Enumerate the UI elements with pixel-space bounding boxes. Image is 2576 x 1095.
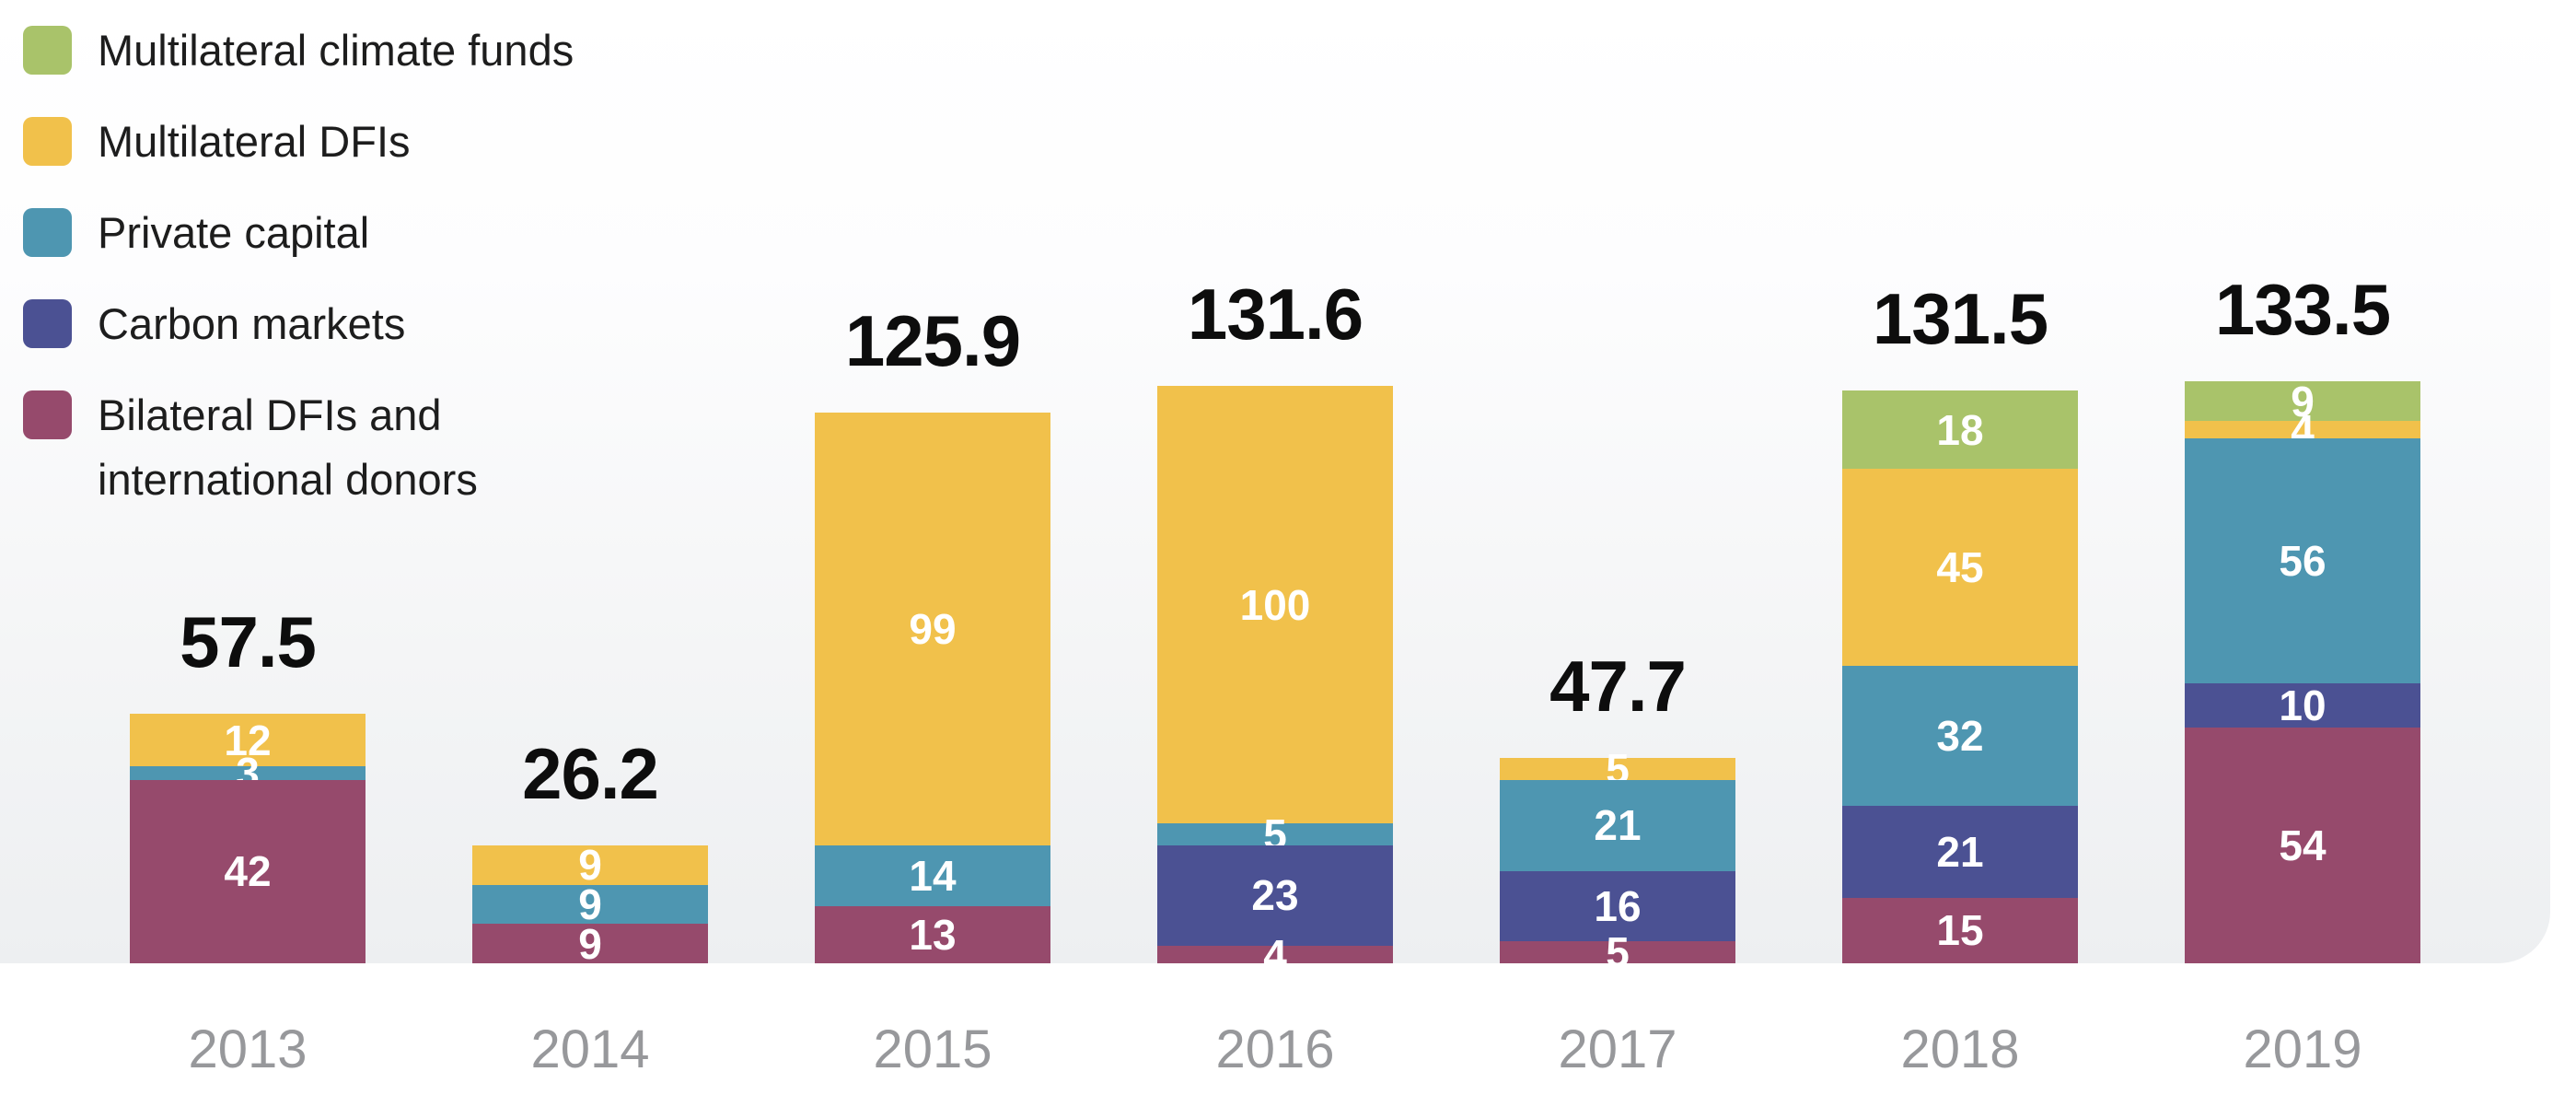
bar-segment-multilateral-dfis-2017: 5 bbox=[1500, 748, 1735, 790]
x-axis-label-2018: 2018 bbox=[1900, 1019, 2020, 1079]
bar-segment-bilateral-dfis-international-donors-2017: 5 bbox=[1500, 931, 1735, 973]
bar-segment-carbon-markets-2016: 23 bbox=[1157, 845, 1393, 946]
bar-segment-multilateral-dfis-2019: 4 bbox=[2185, 409, 2420, 451]
legend-swatch-private-capital bbox=[23, 208, 72, 257]
legend-item-multilateral-dfis: Multilateral DFIs bbox=[23, 110, 574, 174]
legend-swatch-multilateral-dfis bbox=[23, 117, 72, 166]
bar-segment-private-capital-2015: 14 bbox=[815, 845, 1050, 907]
bar-segment-private-capital-2013: 3 bbox=[130, 751, 366, 794]
bar-segment-bilateral-dfis-international-donors-2016: 4 bbox=[1157, 934, 1393, 976]
bar-segment-bilateral-dfis-international-donors-2015: 13 bbox=[815, 906, 1050, 963]
bar-segment-multilateral-climate-funds-2019: 9 bbox=[2185, 380, 2420, 423]
bar-2018: 15 21 32 45 18 bbox=[1842, 390, 2078, 963]
legend-swatch-bilateral-dfis bbox=[23, 390, 72, 439]
bar-2019: 54 10 56 4 9 bbox=[2185, 380, 2420, 963]
legend-label: Carbon markets bbox=[98, 299, 406, 348]
legend-label: Bilateral DFIs and international donors bbox=[98, 390, 478, 504]
bar-segment-bilateral-dfis-international-donors-2014: 9 bbox=[472, 923, 708, 965]
bar-segment-multilateral-dfis-2018: 45 bbox=[1842, 469, 2078, 666]
legend-item-bilateral-dfis: Bilateral DFIs and international donors bbox=[23, 383, 574, 512]
bar-segment-carbon-markets-2018: 21 bbox=[1842, 806, 2078, 898]
bar-segment-multilateral-dfis-2013: 12 bbox=[130, 714, 366, 767]
bar-segment-private-capital-2014: 9 bbox=[472, 883, 708, 926]
x-axis-label-2015: 2015 bbox=[873, 1019, 992, 1079]
bar-segment-multilateral-dfis-2014: 9 bbox=[472, 844, 708, 886]
x-axis-label-2016: 2016 bbox=[1215, 1019, 1335, 1079]
bar-2016: 4 23 5 100 bbox=[1157, 386, 1393, 976]
legend-label: Multilateral DFIs bbox=[98, 117, 411, 166]
total-label-2019: 133.5 bbox=[2214, 269, 2391, 351]
x-axis-label-2017: 2017 bbox=[1558, 1019, 1677, 1079]
total-label-2013: 57.5 bbox=[180, 601, 317, 683]
bar-2015: 13 14 99 bbox=[815, 412, 1050, 963]
bar-segment-bilateral-dfis-international-donors-2019: 54 bbox=[2185, 727, 2420, 963]
bar-segment-multilateral-dfis-2015: 99 bbox=[815, 412, 1050, 845]
bar-segment-carbon-markets-2017: 16 bbox=[1500, 871, 1735, 942]
x-axis-label-2014: 2014 bbox=[530, 1019, 650, 1079]
bar-segment-private-capital-2019: 56 bbox=[2185, 438, 2420, 683]
legend-swatch-multilateral-climate-funds bbox=[23, 26, 72, 75]
legend-item-multilateral-climate-funds: Multilateral climate funds bbox=[23, 18, 574, 83]
bar-segment-bilateral-dfis-international-donors-2013: 42 bbox=[130, 779, 366, 963]
legend-item-private-capital: Private capital bbox=[23, 201, 574, 265]
total-label-2016: 131.6 bbox=[1187, 274, 1363, 355]
bar-2017: 5 16 21 5 bbox=[1500, 748, 1735, 973]
total-label-2014: 26.2 bbox=[522, 732, 659, 814]
x-axis-label-2013: 2013 bbox=[188, 1019, 307, 1079]
bar-segment-multilateral-dfis-2016: 100 bbox=[1157, 386, 1393, 823]
bar-segment-bilateral-dfis-international-donors-2018: 15 bbox=[1842, 897, 2078, 963]
total-label-2017: 47.7 bbox=[1549, 645, 1687, 727]
bar-segment-private-capital-2018: 32 bbox=[1842, 666, 2078, 806]
legend-swatch-carbon-markets bbox=[23, 299, 72, 348]
bar-segment-multilateral-climate-funds-2018: 18 bbox=[1842, 390, 2078, 470]
legend-item-carbon-markets: Carbon markets bbox=[23, 292, 574, 356]
bar-segment-private-capital-2016: 5 bbox=[1157, 813, 1393, 856]
legend-label: Multilateral climate funds bbox=[98, 26, 574, 75]
x-axis-label-2019: 2019 bbox=[2243, 1019, 2362, 1079]
total-label-2018: 131.5 bbox=[1872, 277, 2048, 359]
legend: Multilateral climate funds Multilateral … bbox=[23, 18, 574, 539]
bar-segment-private-capital-2017: 21 bbox=[1500, 779, 1735, 872]
legend-label: Private capital bbox=[98, 208, 370, 257]
bar-segment-carbon-markets-2019: 10 bbox=[2185, 683, 2420, 728]
total-label-2015: 125.9 bbox=[844, 299, 1021, 381]
bar-2013: 42 3 12 bbox=[130, 714, 366, 963]
